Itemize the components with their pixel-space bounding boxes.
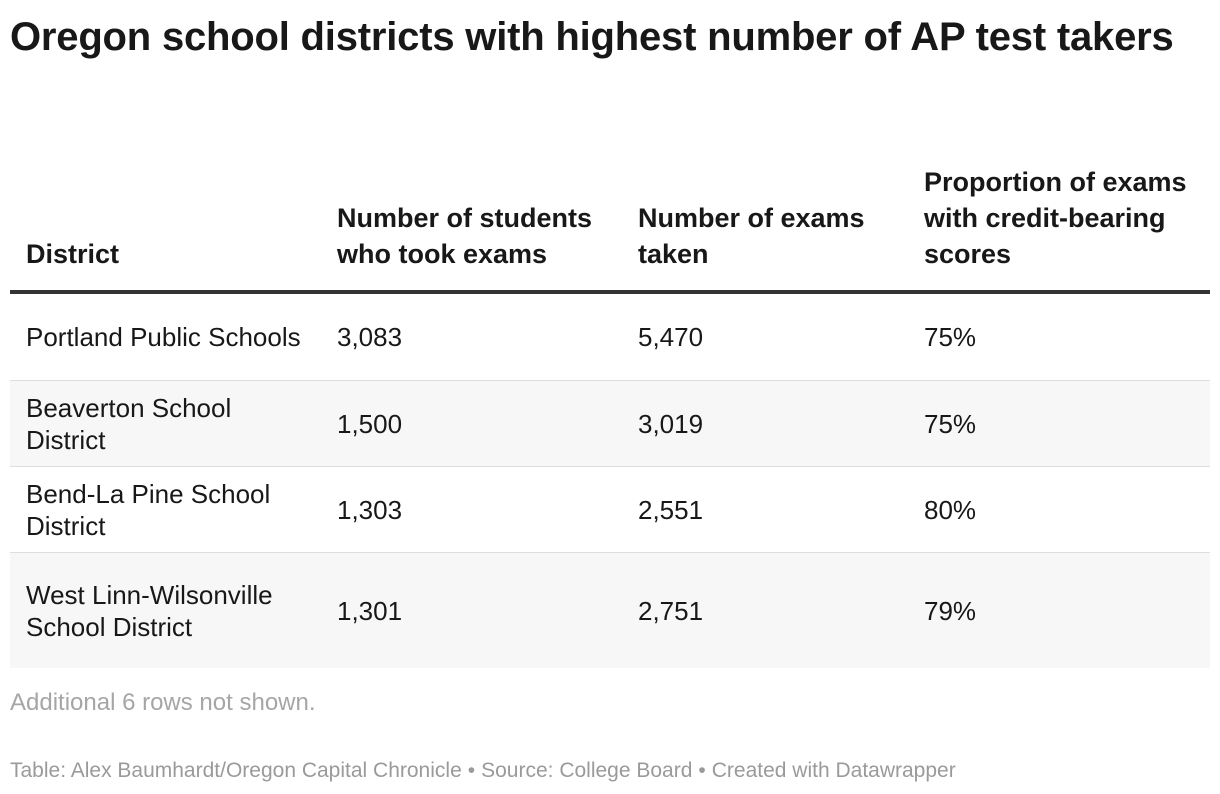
cell-exams: 2,751	[622, 552, 908, 668]
header-row: District Number of students who took exa…	[10, 164, 1210, 294]
cell-proportion: 80%	[908, 466, 1210, 553]
column-header-proportion[interactable]: Proportion of exams with credit-bearing …	[908, 164, 1210, 294]
footer-separator: •	[467, 759, 476, 782]
data-table: District Number of students who took exa…	[10, 164, 1210, 668]
chart-title: Oregon school districts with highest num…	[10, 15, 1174, 59]
column-header-exams[interactable]: Number of exams taken	[622, 164, 908, 294]
cell-students: 1,500	[321, 380, 622, 467]
cell-proportion: 75%	[908, 292, 1210, 381]
cell-students: 1,301	[321, 552, 622, 668]
column-header-students[interactable]: Number of students who took exams	[321, 164, 622, 294]
table-row: West Linn-Wilsonville School District 1,…	[10, 552, 1210, 668]
footer-source: Source: College Board	[481, 759, 693, 782]
cell-proportion: 75%	[908, 380, 1210, 467]
rows-hidden-note: Additional 6 rows not shown.	[10, 689, 316, 716]
cell-proportion: 79%	[908, 552, 1210, 668]
cell-district: West Linn-Wilsonville School District	[10, 552, 321, 668]
cell-district: Beaverton School District	[10, 380, 321, 467]
footer-credit: Table: Alex Baumhardt/Oregon Capital Chr…	[10, 759, 462, 782]
cell-exams: 3,019	[622, 380, 908, 467]
cell-district: Portland Public Schools	[10, 292, 321, 381]
cell-exams: 5,470	[622, 292, 908, 381]
cell-exams: 2,551	[622, 466, 908, 553]
table-row: Bend-La Pine School District 1,303 2,551…	[10, 466, 1210, 553]
column-header-district[interactable]: District	[10, 164, 321, 294]
cell-students: 1,303	[321, 466, 622, 553]
cell-students: 3,083	[321, 292, 622, 381]
footer-separator: •	[698, 759, 706, 782]
table-row: Beaverton School District 1,500 3,019 75…	[10, 380, 1210, 467]
cell-district: Bend-La Pine School District	[10, 466, 321, 553]
chart-container: Oregon school districts with highest num…	[10, 0, 1210, 782]
footer-tool-link[interactable]: Created with Datawrapper	[711, 759, 956, 782]
chart-footer: Table: Alex Baumhardt/Oregon Capital Chr…	[10, 758, 956, 784]
table-row: Portland Public Schools 3,083 5,470 75%	[10, 292, 1210, 381]
